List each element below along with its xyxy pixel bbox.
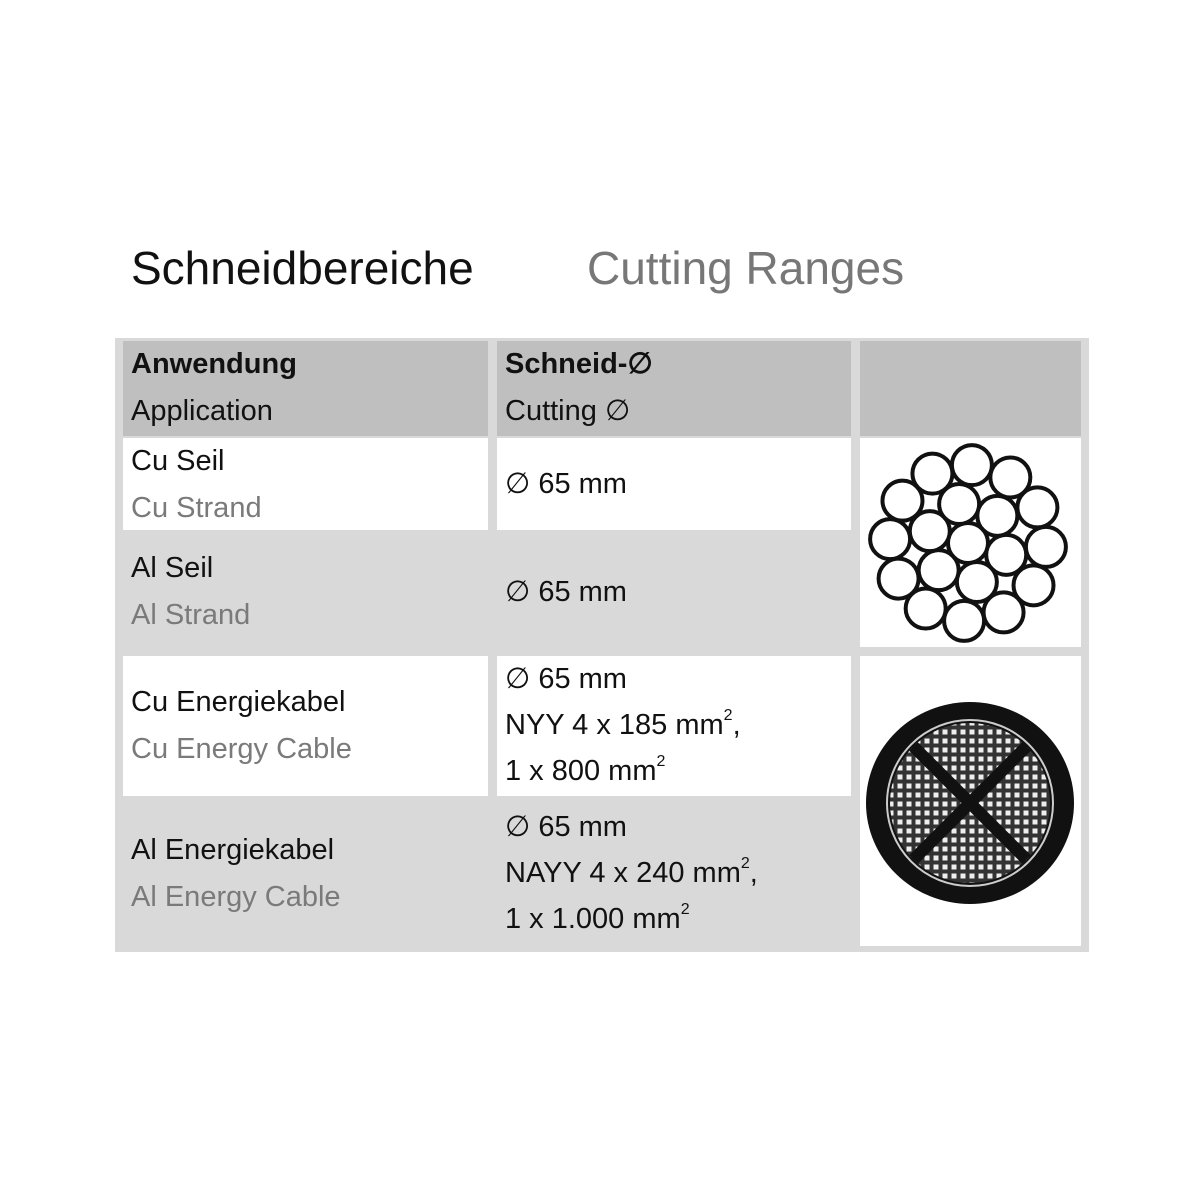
table-row-2-cutting: ∅ 65 mm bbox=[497, 532, 851, 652]
strand-wire bbox=[903, 586, 948, 631]
table-row-1-cutting: ∅ 65 mm bbox=[497, 438, 851, 530]
table-row-2-application: Al Seil Al Strand bbox=[123, 532, 488, 652]
strand-wire bbox=[981, 590, 1026, 635]
strand-wire bbox=[942, 598, 987, 643]
cable-spec-1: NYY 4 x 185 mm2, bbox=[505, 702, 843, 748]
title-english: Cutting Ranges bbox=[587, 242, 905, 294]
cutting-diameter: ∅ 65 mm bbox=[505, 575, 627, 608]
cutting-diameter: ∅ 65 mm bbox=[505, 811, 627, 843]
header-image bbox=[860, 341, 1081, 436]
table-row-4-application: Al Energiekabel Al Energy Cable bbox=[123, 800, 488, 948]
application-de: Al Energiekabel bbox=[131, 834, 335, 866]
application-de: Cu Energiekabel bbox=[131, 686, 346, 718]
spec-text: 1 x 1.000 mm bbox=[505, 903, 681, 935]
spec-text: 1 x 800 mm bbox=[505, 755, 657, 787]
cable-spec-1: NAYY 4 x 240 mm2, bbox=[505, 850, 843, 896]
superscript: 2 bbox=[680, 901, 690, 918]
spec-text: NAYY 4 x 240 mm bbox=[505, 857, 741, 889]
header-application-en: Application bbox=[131, 395, 273, 427]
strand-wire bbox=[975, 493, 1020, 538]
header-application: Anwendung Application bbox=[123, 341, 488, 436]
strand-wire bbox=[880, 478, 925, 523]
header-application-de: Anwendung bbox=[131, 348, 297, 380]
spec-text: NYY 4 x 185 mm bbox=[505, 709, 724, 741]
table-row-4-cutting: ∅ 65 mm NAYY 4 x 240 mm2, 1 x 1.000 mm2 bbox=[497, 804, 851, 948]
cutting-diameter: ∅ 65 mm bbox=[505, 467, 627, 500]
strand-cross-section-icon bbox=[860, 438, 1081, 647]
header-cutting-de: Schneid-∅ bbox=[505, 348, 653, 380]
strand-wire bbox=[1011, 563, 1056, 608]
header-cutting: Schneid-∅ Cutting ∅ bbox=[497, 341, 851, 436]
header-cutting-en: Cutting ∅ bbox=[505, 395, 631, 427]
application-de: Al Seil bbox=[131, 552, 214, 584]
strand-wire bbox=[1015, 485, 1060, 530]
table-row-3-application: Cu Energiekabel Cu Energy Cable bbox=[123, 656, 488, 796]
spec-tail: , bbox=[732, 709, 741, 741]
cable-spec-2: 1 x 1.000 mm2 bbox=[505, 896, 843, 942]
superscript: 2 bbox=[656, 753, 666, 770]
application-en: Al Strand bbox=[131, 599, 251, 631]
spec-tail: , bbox=[749, 857, 758, 889]
cable-spec-2: 1 x 800 mm2 bbox=[505, 748, 843, 794]
strand-wire bbox=[1023, 524, 1068, 569]
application-de: Cu Seil bbox=[131, 445, 225, 477]
energy-cable-cross-section-icon bbox=[860, 656, 1081, 946]
strand-wire bbox=[988, 455, 1033, 500]
application-en: Al Energy Cable bbox=[131, 881, 341, 913]
table-row-1-application: Cu Seil Cu Strand bbox=[123, 438, 488, 530]
strand-wire bbox=[949, 443, 994, 488]
superscript: 2 bbox=[723, 707, 733, 724]
strand-wire bbox=[868, 517, 913, 562]
strand-wire bbox=[916, 548, 961, 593]
strand-wire bbox=[876, 556, 921, 601]
cutting-diameter: ∅ 65 mm bbox=[505, 663, 627, 695]
application-en: Cu Strand bbox=[131, 492, 262, 524]
strand-wire bbox=[910, 451, 955, 496]
table-row-3-cutting: ∅ 65 mm NYY 4 x 185 mm2, 1 x 800 mm2 bbox=[497, 656, 851, 796]
superscript: 2 bbox=[740, 855, 750, 872]
application-en: Cu Energy Cable bbox=[131, 733, 352, 765]
title-german: Schneidbereiche bbox=[131, 242, 474, 294]
